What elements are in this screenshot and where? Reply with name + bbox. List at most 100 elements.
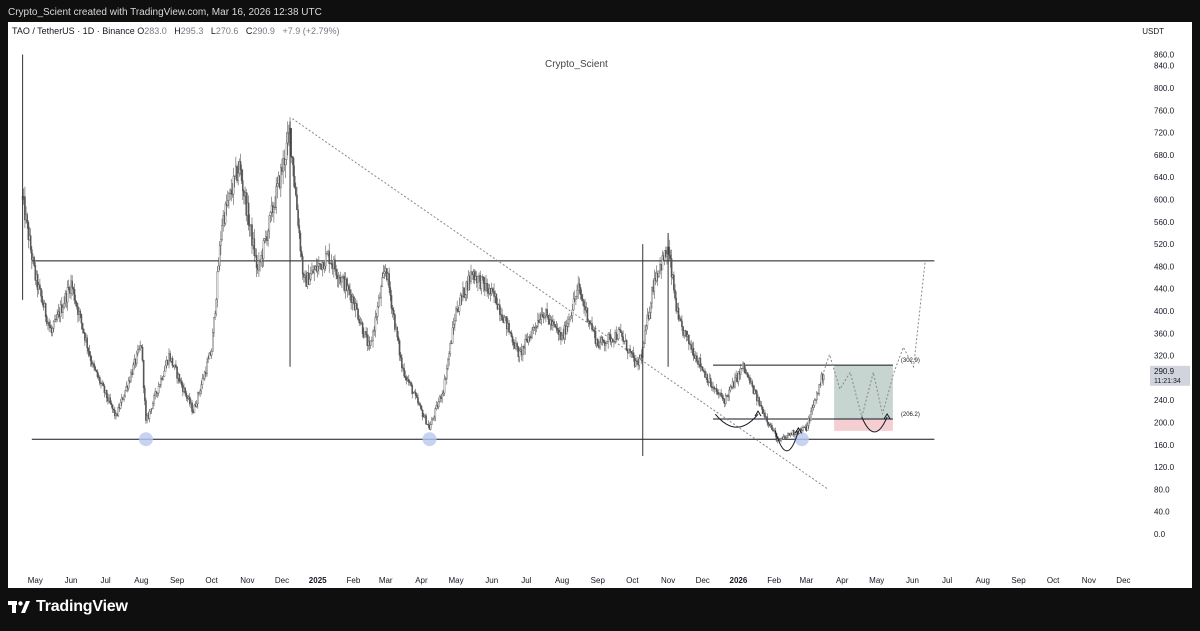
candle-body xyxy=(200,384,203,392)
candle-body xyxy=(185,392,188,398)
candle-body xyxy=(556,328,559,331)
candle-body xyxy=(706,374,709,383)
candle-body xyxy=(309,273,312,280)
candle-body xyxy=(737,371,740,382)
candle-body xyxy=(334,259,336,270)
candle-body xyxy=(547,314,550,320)
candle-body xyxy=(41,295,44,304)
y-tick-label: 760.0 xyxy=(1154,106,1175,115)
candle-body xyxy=(322,262,325,269)
candle-body xyxy=(451,327,454,344)
x-tick-label: Jun xyxy=(65,576,78,585)
symbol-name[interactable]: TAO / TetherUS · 1D · Binance xyxy=(12,26,135,36)
candle-body xyxy=(555,326,558,329)
candle-body xyxy=(616,338,619,340)
candle-body xyxy=(802,426,804,431)
candle-body xyxy=(730,386,733,388)
candle-body xyxy=(87,347,90,352)
candle-body xyxy=(195,403,198,407)
candle-body xyxy=(509,331,511,333)
candle-body xyxy=(62,307,64,313)
candle-body xyxy=(414,391,417,396)
candle-body xyxy=(175,364,177,368)
candle-body xyxy=(276,183,279,187)
candle-body xyxy=(760,405,763,408)
x-tick-label: Mar xyxy=(800,576,814,585)
candle-body xyxy=(99,377,101,384)
candle-body xyxy=(704,370,706,378)
x-tick-label: Dec xyxy=(1116,576,1130,585)
candle-body xyxy=(766,416,769,423)
candle-body xyxy=(178,373,181,382)
x-tick-label: Sep xyxy=(170,576,185,585)
pattern-arc-left xyxy=(714,413,759,428)
candle-body xyxy=(163,370,166,377)
candle-body xyxy=(495,293,498,305)
candle-body xyxy=(382,273,385,278)
candle-body xyxy=(63,303,65,308)
candle-body xyxy=(210,351,213,356)
candle-body xyxy=(449,342,452,354)
candle-body xyxy=(638,358,641,366)
candle-body xyxy=(224,203,227,224)
candle-body xyxy=(417,397,419,404)
candle-body xyxy=(290,127,292,157)
chart-panel[interactable]: 860.0 840.0 800.0 760.0 720.0 680.0 640.0 600.0… xyxy=(8,22,1192,588)
candle-body xyxy=(473,271,476,280)
x-tick-label: May xyxy=(28,576,43,585)
candle-body xyxy=(583,300,585,307)
candle-body xyxy=(567,323,569,327)
range-high-label: (302.9) xyxy=(901,358,920,364)
candle-body xyxy=(410,382,412,386)
candle-body xyxy=(111,404,114,410)
candle-body xyxy=(138,348,140,350)
x-tick-label: Feb xyxy=(347,576,361,585)
x-tick-label: Jun xyxy=(485,576,498,585)
tradingview-logo[interactable]: TradingView xyxy=(8,598,128,616)
candle-body xyxy=(420,405,423,411)
candle-body xyxy=(84,332,86,341)
candle-body xyxy=(771,424,773,430)
candle-body xyxy=(669,254,672,259)
y-tick-label: 160.0 xyxy=(1154,441,1175,450)
candle-body xyxy=(813,399,816,406)
candle-body xyxy=(432,418,434,420)
y-tick-label: 0.0 xyxy=(1154,530,1166,539)
candle-body xyxy=(427,423,430,426)
candle-body xyxy=(439,396,441,402)
y-tick-label: 840.0 xyxy=(1154,62,1175,71)
candle-body xyxy=(445,368,448,380)
candle-body xyxy=(685,330,688,337)
x-tick-label: Nov xyxy=(661,576,675,585)
candle-body xyxy=(620,329,622,333)
price-chart[interactable]: 860.0 840.0 800.0 760.0 720.0 680.0 640.0 600.0… xyxy=(8,22,1192,588)
candle-body xyxy=(715,387,718,393)
candle-body xyxy=(296,194,298,211)
change-value: +7.9 (+2.79%) xyxy=(282,26,340,36)
candle-body xyxy=(313,269,316,274)
candle-body xyxy=(576,289,578,297)
candle-body xyxy=(450,342,453,344)
y-tick-label: 360.0 xyxy=(1154,329,1175,338)
candle-body xyxy=(565,325,568,335)
candle-body xyxy=(319,263,321,265)
candle-body xyxy=(191,402,193,412)
candle-body xyxy=(571,309,574,316)
candle-body xyxy=(681,320,683,327)
candle-body xyxy=(31,249,33,261)
candle-body xyxy=(328,251,331,264)
y-tick-label: 560.0 xyxy=(1154,218,1175,227)
candle-body xyxy=(675,297,677,312)
candle-body xyxy=(463,287,465,298)
candle-body xyxy=(158,384,161,387)
candle-body xyxy=(593,329,596,332)
y-tick-label: 440.0 xyxy=(1154,285,1175,294)
candle-body xyxy=(602,339,605,343)
close-label: C xyxy=(245,26,253,36)
candle-body xyxy=(24,196,26,221)
x-tick-label: Feb xyxy=(767,576,781,585)
x-tick-label: Dec xyxy=(275,576,289,585)
candle-body xyxy=(570,315,573,318)
candle-body xyxy=(79,311,82,315)
candle-body xyxy=(505,316,508,330)
